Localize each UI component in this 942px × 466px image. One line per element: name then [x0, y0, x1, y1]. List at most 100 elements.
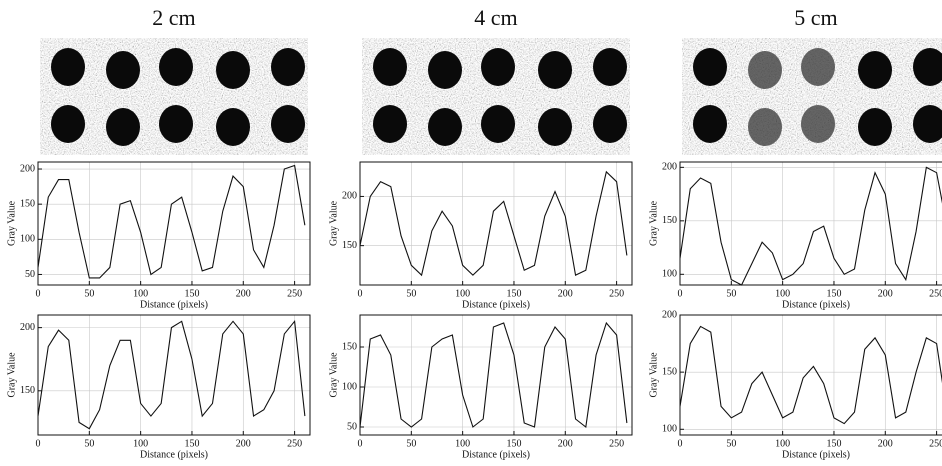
y-axis-label: Gray Value [328, 200, 339, 246]
x-tick-label: 250 [929, 438, 942, 449]
x-tick-label: 250 [609, 438, 624, 449]
gray-profile [679, 325, 942, 425]
hole [748, 51, 782, 89]
hole [481, 105, 515, 143]
sample-image [40, 38, 308, 155]
y-axis-label: Gray Value [328, 352, 339, 398]
x-tick-label: 0 [358, 438, 363, 449]
x-tick-label: 50 [406, 288, 416, 299]
x-tick-label: 150 [826, 438, 841, 449]
y-axis-label: Gray Value [648, 352, 659, 398]
x-tick-label: 150 [184, 288, 199, 299]
hole [216, 108, 250, 146]
hole [373, 105, 407, 143]
y-tick-label: 200 [20, 163, 35, 174]
y-tick-label: 50 [347, 421, 357, 432]
x-tick-label: 100 [775, 438, 790, 449]
hole [801, 105, 835, 143]
x-tick-label: 200 [558, 438, 573, 449]
hole [538, 51, 572, 89]
x-tick-label: 100 [133, 288, 148, 299]
x-axis-label: Distance (pixels) [782, 449, 850, 460]
hole [373, 48, 407, 86]
hole [216, 51, 250, 89]
gray-profile [37, 319, 306, 430]
y-axis-label: Gray Value [6, 352, 17, 398]
gray-profile [37, 164, 306, 279]
y-tick-label: 100 [662, 424, 677, 435]
y-tick-label: 150 [662, 215, 677, 226]
x-tick-label: 150 [506, 288, 521, 299]
y-tick-label: 200 [342, 191, 357, 202]
hole [593, 48, 627, 86]
y-tick-label: 150 [342, 240, 357, 251]
x-axis-label: Distance (pixels) [462, 299, 530, 310]
y-tick-label: 150 [20, 385, 35, 396]
hole [801, 48, 835, 86]
y-tick-label: 150 [662, 366, 677, 377]
gray-profile [679, 166, 942, 286]
hole [106, 108, 140, 146]
x-tick-label: 250 [929, 288, 942, 299]
y-axis-label: Gray Value [648, 200, 659, 246]
hole [481, 48, 515, 86]
hole [271, 105, 305, 143]
hole [858, 108, 892, 146]
column-title: 4 cm [474, 5, 517, 30]
x-tick-label: 100 [775, 288, 790, 299]
hole [858, 51, 892, 89]
hole [593, 105, 627, 143]
x-tick-label: 150 [184, 438, 199, 449]
hole [428, 108, 462, 146]
x-tick-label: 150 [506, 438, 521, 449]
x-tick-label: 50 [726, 288, 736, 299]
y-tick-label: 100 [20, 234, 35, 245]
gray-profile [359, 321, 628, 429]
x-tick-label: 0 [36, 438, 41, 449]
hole [913, 48, 942, 86]
y-tick-label: 150 [20, 198, 35, 209]
x-tick-label: 100 [455, 288, 470, 299]
x-tick-label: 100 [133, 438, 148, 449]
x-tick-label: 100 [455, 438, 470, 449]
plot-frame [679, 314, 942, 436]
y-tick-label: 50 [25, 269, 35, 280]
plot-frame [37, 161, 311, 286]
hole [693, 48, 727, 86]
x-tick-label: 200 [878, 438, 893, 449]
gray-profile [359, 170, 628, 277]
plot-frame [359, 314, 633, 436]
y-tick-label: 200 [662, 162, 677, 173]
plot-frame [37, 314, 311, 436]
x-axis-label: Distance (pixels) [140, 299, 208, 310]
x-tick-label: 200 [236, 438, 251, 449]
x-tick-label: 0 [678, 438, 683, 449]
hole [159, 48, 193, 86]
y-axis-label: Gray Value [6, 200, 17, 246]
hole [428, 51, 462, 89]
hole [913, 105, 942, 143]
plot-frame [359, 161, 633, 286]
x-tick-label: 50 [84, 288, 94, 299]
x-tick-label: 250 [287, 288, 302, 299]
x-tick-label: 200 [236, 288, 251, 299]
y-tick-label: 100 [662, 269, 677, 280]
hole [271, 48, 305, 86]
column-title: 2 cm [152, 5, 195, 30]
x-tick-label: 0 [36, 288, 41, 299]
x-axis-label: Distance (pixels) [140, 449, 208, 460]
x-tick-label: 250 [609, 288, 624, 299]
hole [538, 108, 572, 146]
column-title: 5 cm [794, 5, 837, 30]
hole [748, 108, 782, 146]
y-tick-label: 100 [342, 381, 357, 392]
hole [51, 48, 85, 86]
x-tick-label: 200 [878, 288, 893, 299]
x-tick-label: 250 [287, 438, 302, 449]
x-tick-label: 50 [84, 438, 94, 449]
hole [106, 51, 140, 89]
x-tick-label: 50 [726, 438, 736, 449]
x-axis-label: Distance (pixels) [462, 449, 530, 460]
y-tick-label: 200 [662, 309, 677, 320]
